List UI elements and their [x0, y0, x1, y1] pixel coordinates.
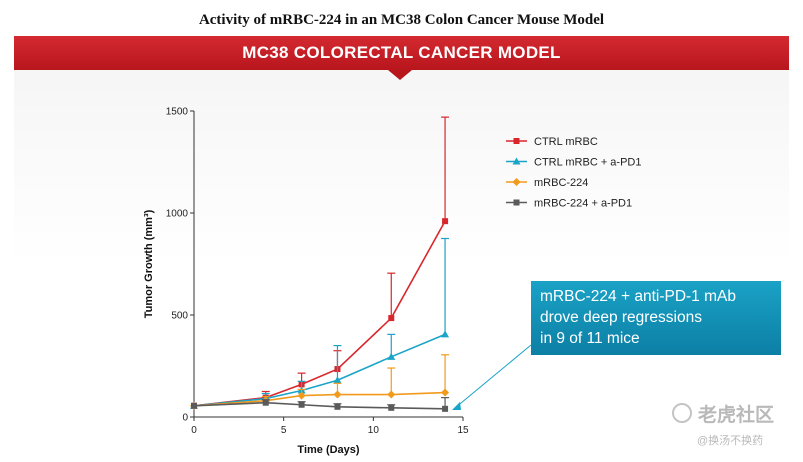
callout-pointer — [454, 344, 532, 409]
x-tick-label: 15 — [457, 425, 469, 436]
data-point — [334, 403, 341, 410]
data-point — [387, 352, 396, 360]
legend-item-1: CTRL mRBC — [506, 136, 598, 148]
callout-line-1: mRBC-224 + anti-PD-1 mAb — [540, 288, 736, 305]
watermark-logo-icon — [672, 403, 692, 423]
banner-notch — [388, 70, 412, 80]
data-point — [191, 402, 197, 409]
series-layer — [190, 116, 450, 412]
legend-swatch-marker — [513, 138, 520, 144]
y-tick-label: 500 — [171, 311, 188, 322]
page-title: Activity of mRBC-224 in an MC38 Colon Ca… — [198, 12, 605, 28]
data-point — [441, 388, 450, 397]
slide-panel — [14, 36, 789, 454]
data-point — [442, 405, 449, 412]
legend-label: mRBC-224 — [534, 177, 588, 189]
data-point — [387, 390, 396, 399]
data-point — [442, 218, 449, 225]
series-line — [193, 401, 446, 410]
watermark-subtext: @换汤不换药 — [697, 435, 764, 447]
series-line — [193, 391, 446, 407]
legend-item-2: CTRL mRBC + a-PD1 — [506, 157, 641, 169]
legend-item-4: mRBC-224 + a-PD1 — [506, 198, 632, 210]
data-point — [298, 401, 305, 408]
x-tick-label: 0 — [191, 425, 197, 436]
data-point — [333, 390, 342, 399]
banner-title: MC38 COLORECTAL CANCER MODEL — [14, 36, 789, 70]
series-line — [193, 220, 446, 407]
series-4 — [191, 397, 450, 412]
series-line — [193, 333, 446, 407]
callout-line-2: drove deep regressions — [540, 309, 702, 326]
data-point — [388, 315, 395, 322]
data-point — [441, 330, 450, 338]
series-1 — [191, 116, 450, 409]
callout-box: mRBC-224 + anti-PD-1 mAb drove deep regr… — [531, 281, 781, 355]
y-tick-label: 1500 — [166, 107, 189, 118]
data-point — [333, 376, 342, 384]
callout-line-3: in 9 of 11 mice — [540, 330, 640, 347]
callout-arrowhead — [452, 402, 461, 410]
x-tick-label: 5 — [281, 425, 287, 436]
legend-swatch-marker — [512, 157, 521, 165]
y-axis-label: Tumor Growth (mm³) — [143, 209, 155, 318]
y-tick-label: 0 — [182, 413, 188, 424]
data-point — [297, 391, 306, 400]
legend-swatch-marker — [512, 178, 521, 186]
x-axis-label: Time (Days) — [297, 444, 359, 456]
legend-swatch-marker — [513, 199, 520, 206]
legend-item-3: mRBC-224 — [506, 177, 588, 189]
legend-label: CTRL mRBC + a-PD1 — [534, 157, 641, 169]
axes-layer: 0 500 1000 1500 0 5 10 15 Time (Days) Tumor Growt… — [143, 107, 469, 457]
legend-label: CTRL mRBC — [534, 136, 598, 148]
legend-label: mRBC-224 + a-PD1 — [534, 198, 632, 210]
x-tick-label: 10 — [368, 425, 380, 436]
data-point — [262, 399, 269, 406]
series-2 — [190, 237, 450, 409]
y-tick-label: 1000 — [166, 209, 189, 220]
legend: CTRL mRBC CTRL mRBC + a-PD1 mRBC-224 mRBC-2… — [506, 136, 641, 210]
data-point — [388, 404, 395, 411]
watermark-text: 老虎社区 — [698, 405, 775, 426]
